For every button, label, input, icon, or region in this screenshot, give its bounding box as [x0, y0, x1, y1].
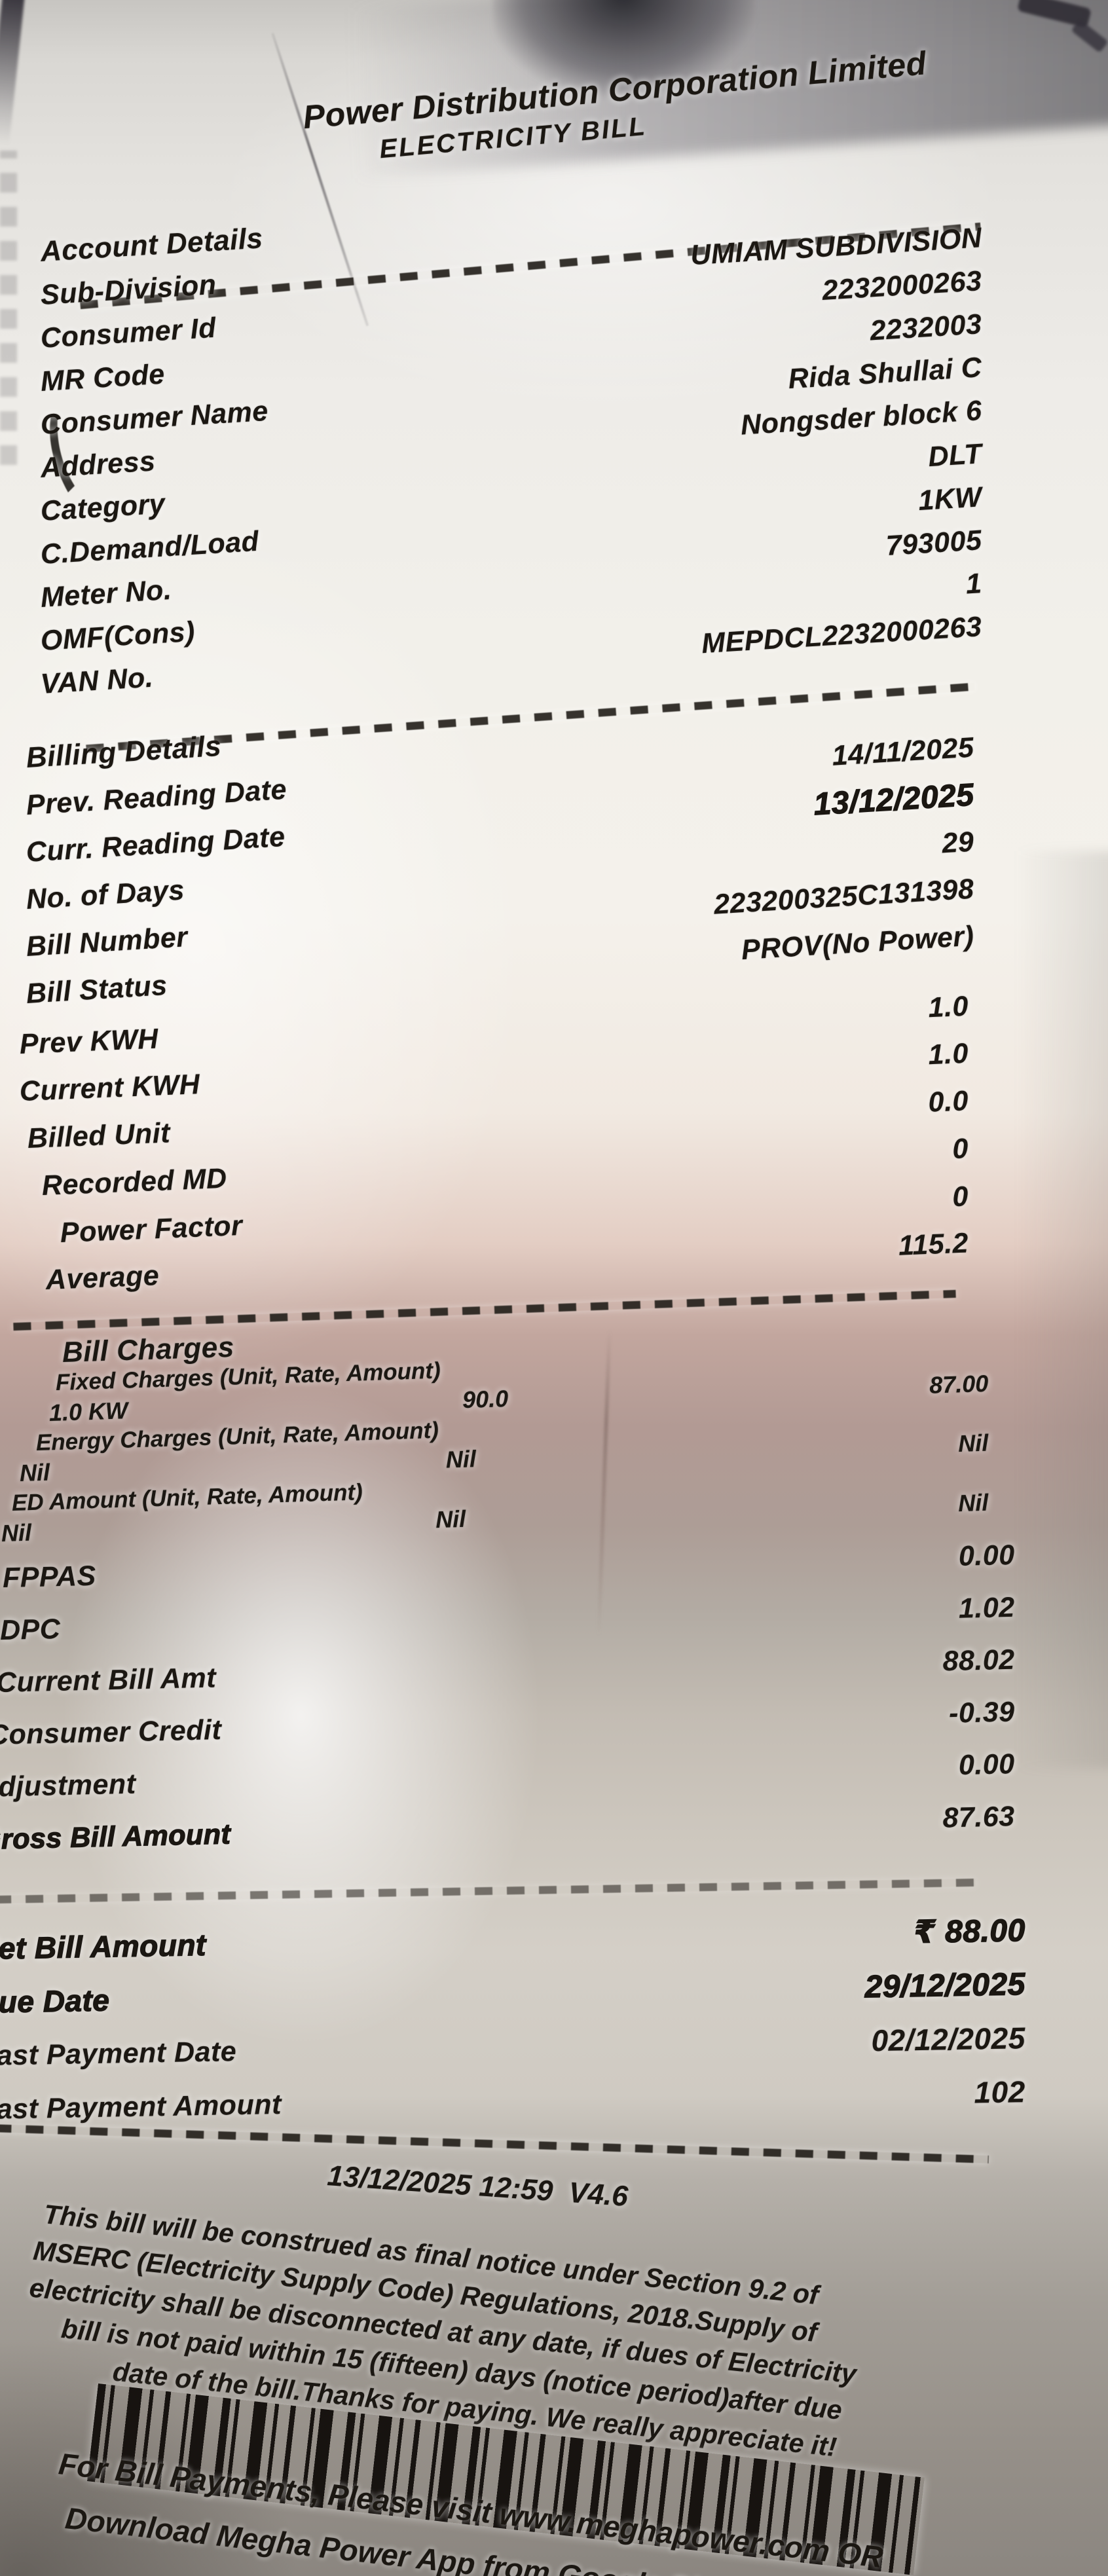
field-value: 02/12/2025 — [871, 2021, 1026, 2058]
field-value: 1 — [965, 567, 983, 600]
summary-section: Net Bill Amount ₹ 88.00 Due Date 29/12/202… — [0, 1913, 1026, 2137]
field-label: Consumer Id — [39, 312, 217, 354]
field-label: Prev KWH — [19, 1023, 159, 1060]
field-label: Last Payment Amount — [0, 2088, 282, 2125]
field-value: 13/12/2025 — [812, 777, 975, 822]
field-label: Category — [39, 487, 166, 527]
amount-value: Nil — [957, 1429, 989, 1457]
field-value: 102 — [974, 2074, 1026, 2110]
field-value: 1.0 — [927, 1037, 969, 1071]
field-label: Bill Number — [25, 921, 189, 963]
field-label: Average — [45, 1259, 160, 1296]
field-value: PROV(No Power) — [740, 920, 975, 966]
rate-value: Nil — [445, 1445, 477, 1473]
field-value: 0.0 — [927, 1084, 969, 1118]
generated-timestamp: 13/12/2025 12:59 V4.6 — [326, 2160, 629, 2213]
field-label: C.Demand/Load — [39, 525, 260, 570]
field-value: Rida Shullai C — [787, 351, 983, 395]
field-value: 1.0 — [927, 990, 969, 1023]
left-edge-ghost-print — [0, 151, 17, 465]
field-value: 2232000263 — [821, 265, 983, 306]
field-value: 1.02 — [958, 1591, 1016, 1625]
field-value: 29 — [941, 826, 975, 859]
field-label: Recorded MD — [41, 1162, 228, 1202]
section-title: Billing Details — [25, 729, 223, 774]
charges-table-section: Bill Charges Fixed Charges (Unit, Rate, … — [1, 1331, 989, 1551]
field-value: 2232003 — [869, 308, 983, 346]
account-section: Account Details Sub-Division UMIAM SUBDIV… — [39, 222, 984, 706]
field-label: Address — [39, 445, 157, 484]
field-label: Bill Status — [25, 969, 168, 1010]
field-label: Power Factor — [60, 1209, 244, 1249]
field-label: Prev. Reading Date — [25, 773, 288, 821]
field-label: Current KWH — [19, 1068, 201, 1107]
billing-readings-section: Prev KWH 1.0 Current KWH 1.0 Billed Unit 0.… — [19, 990, 969, 1304]
left-edge-shadow — [0, 0, 25, 145]
rate-value: Nil — [435, 1505, 466, 1534]
field-label: VAN No. — [39, 661, 155, 700]
field-label: No. of Days — [25, 874, 186, 915]
field-label: Billed Unit — [27, 1116, 171, 1154]
field-value: -0.39 — [948, 1695, 1016, 1729]
corner-smudge-icon — [1071, 19, 1108, 53]
field-value: 0 — [951, 1180, 969, 1213]
field-label: Curr. Reading Date — [25, 820, 286, 868]
bill-header: Power Distribution Corporation Limited E… — [301, 41, 973, 171]
right-edge-shadow — [1016, 851, 1108, 1768]
field-label: Last Payment Date — [0, 2035, 237, 2072]
field-label: Consumer Credit — [0, 1714, 222, 1751]
field-value: 0.00 — [958, 1748, 1016, 1781]
field-value: 0.00 — [958, 1539, 1016, 1572]
field-label: Adjustment — [0, 1768, 136, 1803]
field-value: 1KW — [917, 481, 983, 517]
field-value: 223200325C131398 — [712, 873, 975, 921]
field-label: Meter No. — [39, 574, 173, 614]
dashed-separator — [0, 1878, 976, 1904]
field-value: 115.2 — [898, 1226, 969, 1262]
charges-amounts-section: FPPAS 0.00 DPC 1.02 Current Bill Amt 88.02 … — [0, 1539, 1016, 1866]
amount-value: Nil — [957, 1488, 989, 1517]
field-value: 29/12/2025 — [864, 1966, 1026, 2005]
field-label: Current Bill Amt — [0, 1661, 217, 1699]
field-label: FPPAS — [2, 1560, 97, 1594]
field-value: 793005 — [885, 524, 983, 562]
field-label: Due Date — [0, 1983, 110, 2020]
field-value: 87.63 — [942, 1800, 1016, 1834]
field-label: OMF(Cons) — [39, 616, 196, 657]
field-value: 14/11/2025 — [831, 731, 975, 772]
field-label: Sub-Division — [39, 268, 217, 311]
rate-value: 90.0 — [462, 1384, 509, 1414]
billing-section: Billing Details Prev. Reading Date 14/11/… — [25, 730, 976, 1018]
field-label: Gross Bill Amount — [0, 1818, 231, 1856]
field-label: DPC — [0, 1613, 61, 1646]
field-label: Net Bill Amount — [0, 1927, 207, 1966]
section-title: Bill Charges — [62, 1331, 235, 1369]
net-amount-value: ₹ 88.00 — [913, 1913, 1026, 1951]
amount-value: 87.00 — [929, 1369, 989, 1399]
field-value: 88.02 — [942, 1644, 1016, 1677]
corner-smudge-icon — [1017, 0, 1092, 28]
field-value: DLT — [927, 437, 983, 473]
field-value: 0 — [951, 1132, 969, 1165]
field-label: MR Code — [39, 358, 166, 397]
